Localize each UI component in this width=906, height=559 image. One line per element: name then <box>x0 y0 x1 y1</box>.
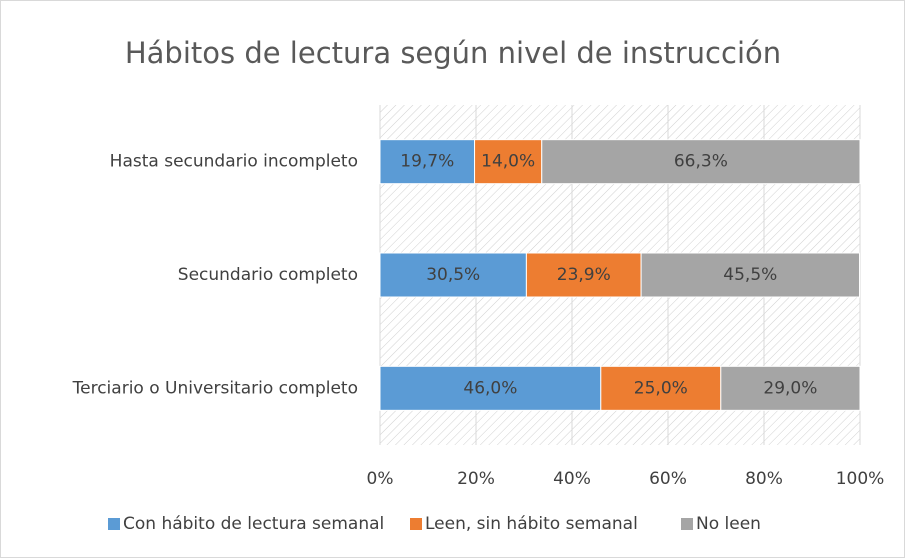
bar-segment <box>541 139 861 185</box>
legend-swatch <box>108 518 120 530</box>
bar-segment <box>720 365 861 411</box>
y-tick-label: Terciario o Universitario completo <box>72 378 358 398</box>
legend-label: Con hábito de lectura semanal <box>123 514 384 534</box>
bar-segment <box>379 365 602 411</box>
x-tick-label: 100% <box>836 469 885 489</box>
y-tick-label: Secundario completo <box>178 265 358 285</box>
data-label: 25,0% <box>634 378 688 398</box>
bar-segment <box>600 365 722 411</box>
bar-segment <box>525 252 642 298</box>
x-tick-label: 60% <box>649 469 687 489</box>
x-tick-label: 80% <box>745 469 783 489</box>
data-label: 19,7% <box>400 152 454 172</box>
data-label: 23,9% <box>557 265 611 285</box>
legend-label: No leen <box>696 514 761 534</box>
legend-label: Leen, sin hábito semanal <box>425 514 638 534</box>
data-label: 46,0% <box>463 378 517 398</box>
legend-swatch <box>410 518 422 530</box>
data-label: 66,3% <box>674 152 728 172</box>
bar-segment <box>379 252 527 298</box>
bar-segment <box>640 252 861 298</box>
data-label: 14,0% <box>481 152 535 172</box>
data-label: 45,5% <box>723 265 777 285</box>
chart-title: Hábitos de lectura según nivel de instru… <box>125 36 781 70</box>
legend-swatch <box>681 518 693 530</box>
bar-segment <box>474 139 543 185</box>
data-label: 29,0% <box>763 378 817 398</box>
x-tick-label: 40% <box>553 469 591 489</box>
y-tick-label: Hasta secundario incompleto <box>110 152 358 172</box>
data-label: 30,5% <box>426 265 480 285</box>
x-tick-label: 0% <box>367 469 394 489</box>
x-tick-label: 20% <box>457 469 495 489</box>
bar-segment <box>379 139 476 185</box>
